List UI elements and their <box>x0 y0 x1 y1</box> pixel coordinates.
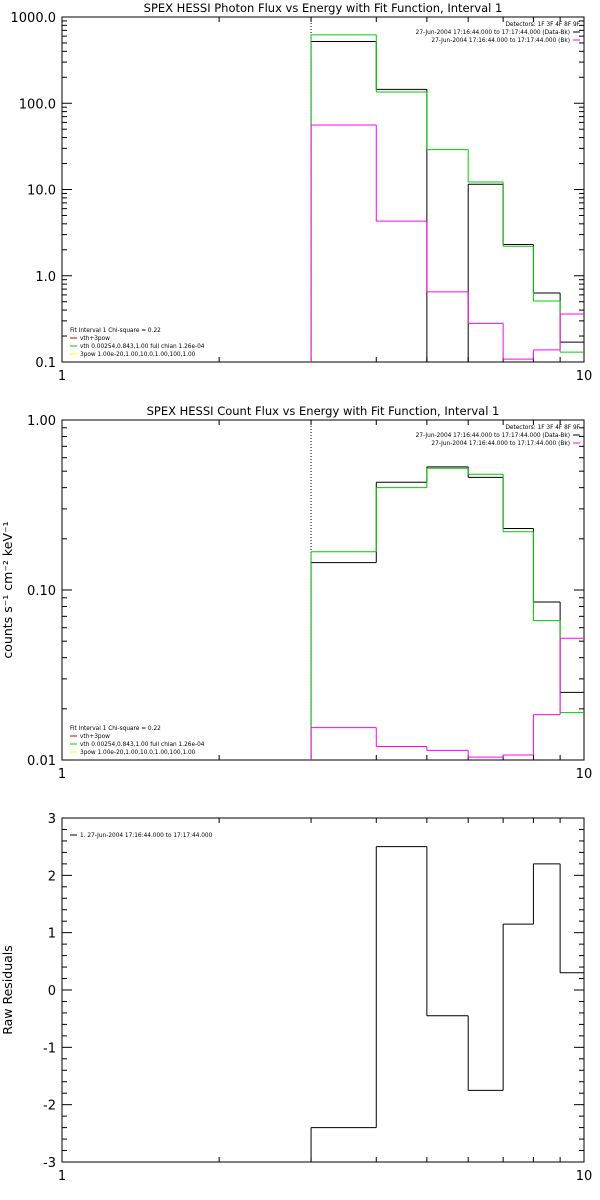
data-layer <box>310 846 584 1162</box>
series-2 <box>310 637 584 760</box>
chart-title: SPEX HESSI Count Flux vs Energy with Fit… <box>147 404 500 418</box>
legend-entry: vth+3pow <box>80 734 110 740</box>
data-layer <box>310 466 584 760</box>
series-0 <box>310 466 584 760</box>
x-tick-label: 1 <box>58 1169 66 1184</box>
legend-left: 1. 27-Jun-2004 17:16:44.000 to 17:17:44.… <box>70 833 213 839</box>
legend-entry: vth+3pow <box>80 336 110 342</box>
legend-entry: vth 0.00254,0.843,1.00 full chian 1.26e-… <box>80 344 205 350</box>
y-tick-label: 1.00 <box>27 414 56 429</box>
y-tick-label: -2 <box>43 1099 56 1114</box>
chart-title: SPEX HESSI Photon Flux vs Energy with Fi… <box>144 1 503 15</box>
y-tick-label: 2 <box>48 869 56 884</box>
legend-entry: 27-Jun-2004 17:16:44.000 to 17:17:44.000… <box>416 433 570 439</box>
chart-photon: SPEX HESSI Photon Flux vs Energy with Fi… <box>11 1 593 384</box>
series-1 <box>310 467 584 760</box>
x-tick-label: 10 <box>576 767 593 782</box>
y-tick-label: 0.1 <box>35 356 56 371</box>
series-2 <box>310 124 584 362</box>
legend-left: Fit Interval 1 Chi-square = 0.22 vth+3pow… <box>70 726 205 756</box>
legend-left-header: Fit Interval 1 Chi-square = 0.22 <box>70 328 161 334</box>
legend-entry: 1. 27-Jun-2004 17:16:44.000 to 17:17:44.… <box>80 833 213 839</box>
y-tick-label: 1000.0 <box>11 11 57 26</box>
y-tick-label: 1.0 <box>35 270 56 285</box>
x-tick-label: 1 <box>58 767 66 782</box>
series-0 <box>310 40 584 362</box>
legend-entry: vth 0.00254,0.843,1.00 full chian 1.26e-… <box>80 742 205 748</box>
chart-residuals: 1 10 -3 -2 -1 0 1 2 3 Raw Residuals 1. 27-Jun-2004… <box>0 812 593 1184</box>
y-tick-label: 3 <box>48 812 56 827</box>
x-tick-label: 10 <box>576 1169 593 1184</box>
y-tick-label: 0.01 <box>27 754 56 769</box>
plot-frame <box>61 419 585 761</box>
y-axis-label: counts s⁻¹ cm⁻² keV⁻¹ <box>0 521 15 658</box>
legend-entry: 3pow 1.00e-20,1.00,10.0,1.00,100,1.00 <box>80 352 196 358</box>
legend-entry: 27-Jun-2004 17:16:44.000 to 17:17:44.000… <box>431 38 570 44</box>
legend-entry: 27-Jun-2004 17:16:44.000 to 17:17:44.000… <box>431 441 570 447</box>
data-layer <box>310 34 584 362</box>
plot-frame <box>61 817 585 1163</box>
y-tick-label: 1 <box>48 927 56 942</box>
legend-left-header: Fit Interval 1 Chi-square = 0.22 <box>70 726 161 732</box>
y-axis-label: Raw Residuals <box>0 945 15 1035</box>
legend-entry: 3pow 1.00e-20,1.00,10.0,1.00,100,1.00 <box>80 750 196 756</box>
y-tick-label: -3 <box>43 1156 56 1171</box>
y-tick-label: -1 <box>43 1041 56 1056</box>
y-tick-label: 0 <box>48 984 56 999</box>
series-0 <box>310 846 584 1162</box>
y-tick-label: 0.10 <box>27 584 56 599</box>
series-1 <box>310 34 584 362</box>
legend-right-header: Detectors: 1F 3F 4F 8F 9F <box>505 22 580 28</box>
chart-count: SPEX HESSI Count Flux vs Energy with Fit… <box>0 404 593 782</box>
legend-right-header: Detectors: 1F 3F 4F 8F 9F <box>505 425 580 431</box>
y-tick-label: 100.0 <box>19 97 56 112</box>
legend-right: Detectors: 1F 3F 4F 8F 9F 27-Jun-2004 17:… <box>416 425 580 447</box>
plot-frame <box>61 16 585 363</box>
legend-entry: 27-Jun-2004 17:16:44.000 to 17:17:44.000… <box>416 30 570 36</box>
y-tick-label: 10.0 <box>27 184 56 199</box>
legend-left: Fit Interval 1 Chi-square = 0.22 vth+3pow… <box>70 328 205 358</box>
legend-right: Detectors: 1F 3F 4F 8F 9F 27-Jun-2004 17:… <box>416 22 580 44</box>
x-tick-label: 1 <box>58 369 66 384</box>
x-tick-label: 10 <box>576 369 593 384</box>
